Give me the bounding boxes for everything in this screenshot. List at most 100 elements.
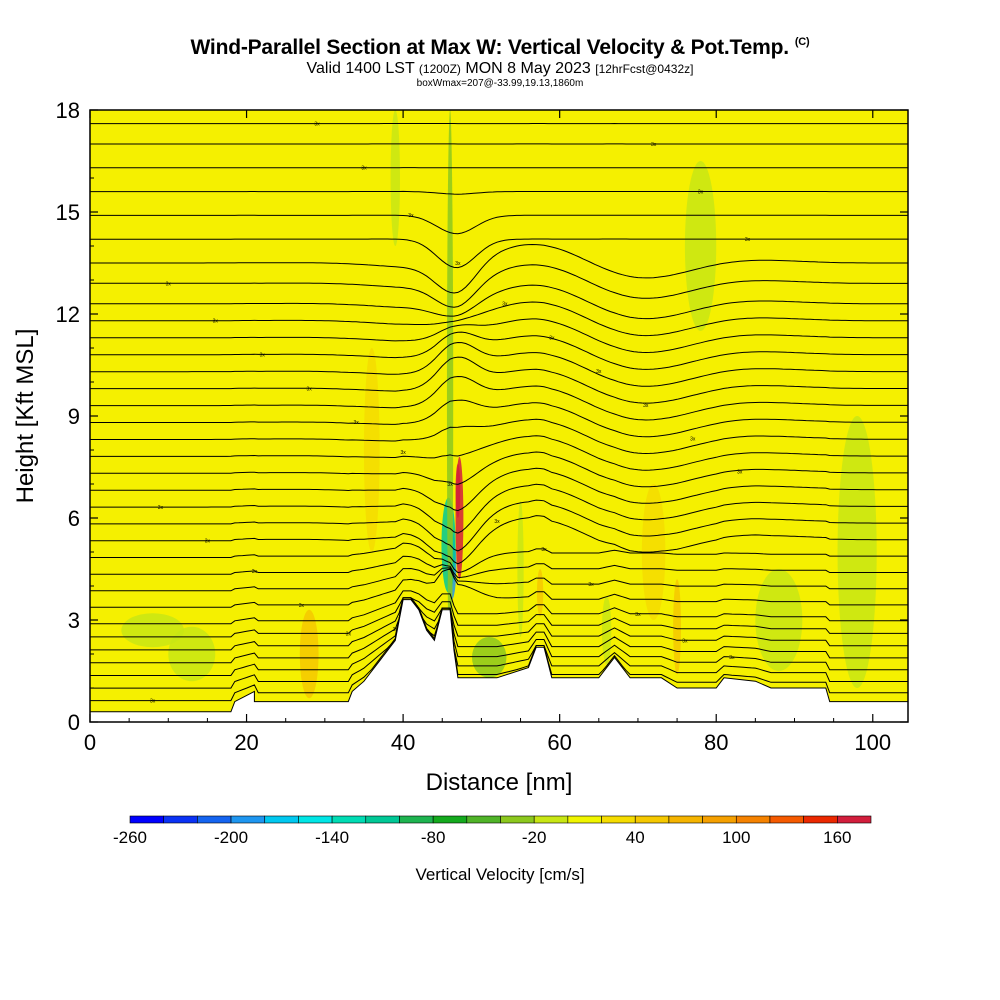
velocity-anomaly-8 [673, 579, 681, 675]
isentrope-label-25: 3x [502, 301, 508, 307]
isentrope-label-10: 3x [541, 547, 547, 553]
isentrope-line-14 [90, 467, 908, 512]
colorbar-swatch-6 [331, 815, 367, 824]
colorbar-tick-label-5: 40 [626, 828, 645, 847]
isentrope-line-8 [90, 567, 908, 592]
isentrope-label-3: 3x [393, 627, 399, 633]
velocity-anomaly-14 [755, 569, 803, 671]
colorbar-tick-label-6: 100 [722, 828, 750, 847]
axes: 0 20 40 60 80 100 0 3 6 9 12 15 18 [56, 98, 908, 755]
terrain-shape [90, 599, 908, 722]
isentrope-line-19 [90, 375, 908, 421]
colorbar-label: Vertical Velocity [cm/s] [415, 865, 584, 884]
isentrope-line-25 [90, 284, 908, 320]
isentrope-line-4 [90, 597, 908, 651]
isentrope-line-7 [90, 568, 908, 608]
velocity-anomaly-13 [837, 416, 877, 688]
isentrope-line-9 [90, 555, 908, 579]
colorbar-tick-label-0: -260 [113, 828, 147, 847]
isentrope-label-4: 3x [682, 638, 688, 644]
x-tick-label-0: 0 [84, 730, 96, 755]
colorbar-tick-label-2: -140 [315, 828, 349, 847]
colorbar-swatch-17 [702, 815, 737, 824]
isentrope-label-22: 3x [260, 353, 266, 359]
terrain-mask [90, 599, 908, 722]
isentrope-label-31: 3x [361, 166, 367, 172]
isentrope-label-11: 3x [205, 539, 211, 545]
isentrope-label-29: 3x [408, 213, 414, 219]
colorbar-swatch-15 [634, 815, 670, 824]
colorbar-swatch-2 [197, 815, 232, 824]
colorbar-tick-label-1: -200 [214, 828, 248, 847]
isentrope-label-23: 3x [549, 335, 555, 341]
colorbar-swatch-10 [466, 815, 501, 824]
isentrope-label-24: 3x [213, 319, 219, 325]
isentrope-label-16: 3x [400, 450, 406, 456]
y-tick-label-0: 0 [68, 710, 80, 735]
isentrope-line-5 [90, 597, 908, 638]
subtitle-forecast: [12hrFcst@0432z] [595, 62, 694, 76]
colorbar-swatch-4 [264, 815, 299, 824]
isentrope-label-33: 3x [314, 122, 320, 128]
isentrope-line-22 [90, 331, 908, 370]
colorbar-swatch-9 [432, 815, 468, 824]
colorbar-swatch-0 [129, 815, 164, 824]
y-axis-label: Height [Kft MSL] [12, 329, 39, 504]
x-tick-label-5: 100 [854, 730, 891, 755]
colorbar-swatch-13 [567, 815, 602, 824]
colorbar-swatch-14 [601, 815, 636, 824]
isentrope-line-2 [90, 597, 908, 676]
isentrope-label-19: 3x [643, 403, 649, 409]
velocity-anomaly-10 [517, 501, 524, 637]
isentrope-line-3 [90, 597, 908, 664]
y-tick-label-6: 18 [56, 98, 80, 123]
isentrope-line-23 [90, 318, 908, 354]
velocity-field [90, 110, 908, 722]
colorbar: -260 -200 -140 -80 -20 40 100 160 [113, 815, 872, 847]
velocity-anomaly-5 [471, 637, 507, 678]
isentrope-line-15 [90, 451, 908, 488]
y-tick-label-3: 9 [68, 404, 80, 429]
isentrope-line-16 [90, 435, 908, 471]
velocity-anomaly-12 [121, 613, 184, 648]
colorbar-swatch-1 [163, 815, 198, 824]
isentrope-label-9: 3x [252, 569, 258, 575]
colorbar-swatch-11 [500, 815, 535, 824]
x-tick-label-1: 20 [234, 730, 258, 755]
isentrope-line-29 [90, 214, 908, 235]
colorbar-swatch-18 [735, 815, 771, 824]
velocity-anomaly-18 [363, 348, 380, 552]
title-mark: (C) [794, 36, 810, 48]
chart-title: Wind-Parallel Section at Max W: Vertical… [0, 36, 1000, 60]
isentrope-line-21 [90, 341, 908, 387]
colorbar-tick-label-3: -80 [421, 828, 446, 847]
isentrope-contours: 3x 3x 3x 3x 3x 3x 3x 3x 3x 3x 3x 3x 3x 3x 3x 3x 3x 3x 3x 3x… [90, 122, 908, 705]
isentrope-line-20 [90, 356, 908, 404]
isentrope-label-14: 3x [447, 482, 453, 488]
isentrope-label-7: 3x [299, 603, 305, 609]
isentrope-line-30 [90, 190, 908, 195]
isentrope-label-18: 3x [354, 420, 360, 426]
x-tick-label-4: 80 [704, 730, 728, 755]
isentrope-line-12 [90, 499, 908, 552]
colorbar-swatch-21 [837, 815, 872, 824]
colorbar-swatch-8 [399, 815, 434, 824]
isentrope-line-0 [90, 597, 908, 702]
isentrope-label-6: 3x [635, 612, 641, 618]
isentrope-line-24 [90, 301, 908, 337]
y-tick-label-1: 3 [68, 608, 80, 633]
isentrope-label-0: 3x [150, 699, 156, 705]
isentrope-label-8: 3x [588, 582, 594, 588]
isentrope-label-27: 3x [455, 261, 461, 267]
isentrope-line-1 [90, 597, 908, 689]
x-tick-label-3: 60 [547, 730, 571, 755]
subtitle-date: MON 8 May 2023 [465, 60, 591, 77]
colorbar-swatch-12 [533, 815, 569, 824]
chart-subtitle: Valid 1400 LST (1200Z) MON 8 May 2023 [1… [0, 60, 1000, 78]
colorbar-swatch-5 [298, 815, 333, 824]
isentrope-label-21: 3x [596, 369, 602, 375]
isentrope-label-28: 3x [745, 237, 751, 243]
x-axis-label: Distance [nm] [426, 769, 573, 796]
